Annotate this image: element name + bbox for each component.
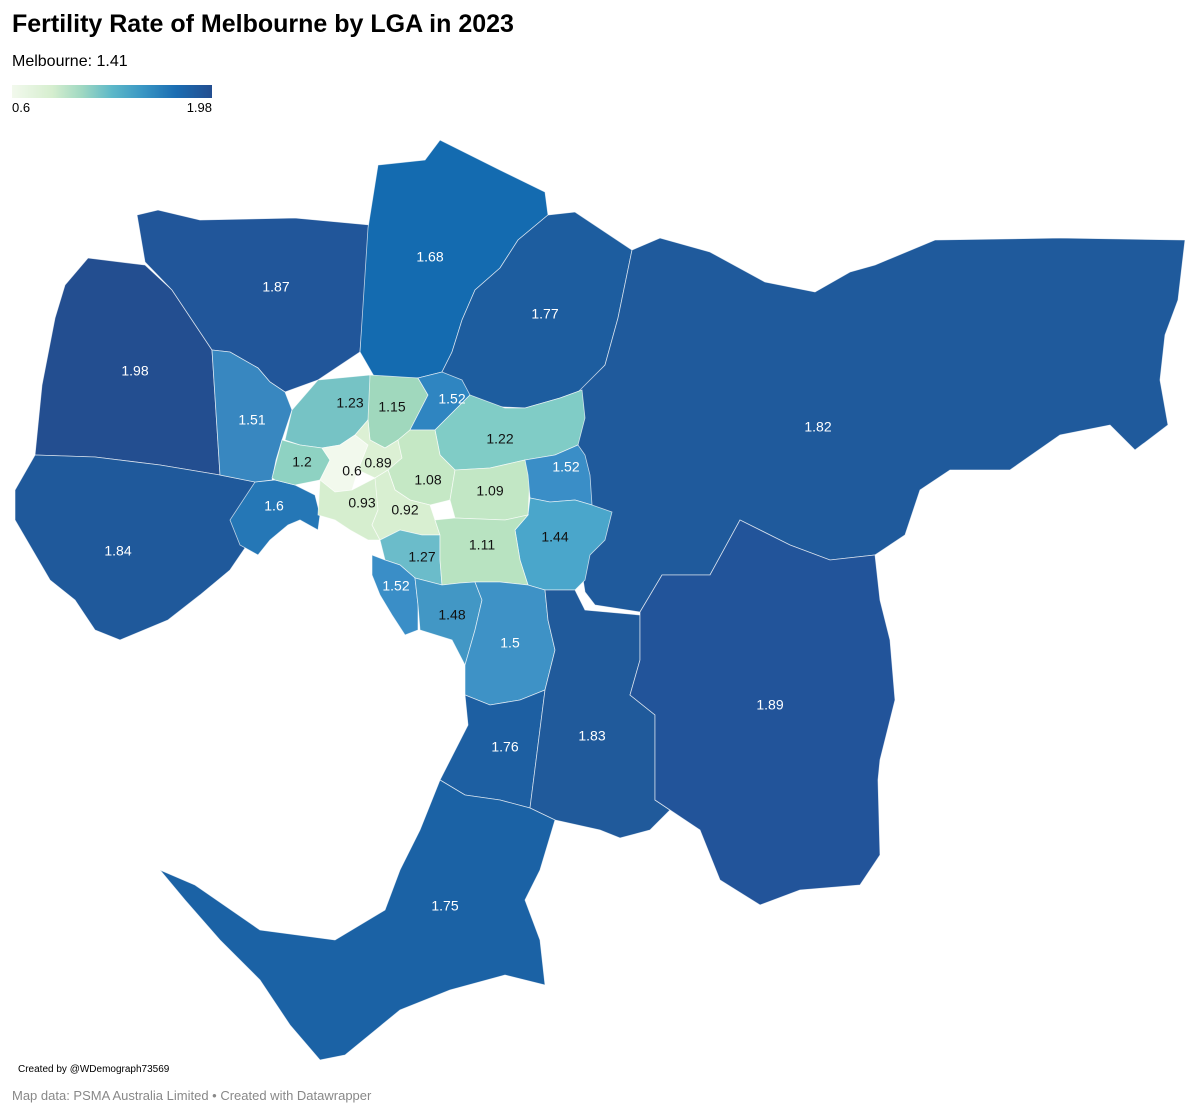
lga-value-label-10: 1.15 bbox=[378, 399, 405, 415]
lga-value-labels: 1.98 1.87 1.68 1.77 1.82 1.84 1.6 1.51 1.23 1.15 1… bbox=[104, 249, 831, 914]
lga-region-24[interactable] bbox=[371, 554, 419, 636]
lga-value-label-2: 1.87 bbox=[262, 279, 289, 295]
lga-value-label-16: 1.08 bbox=[414, 472, 441, 488]
color-legend: 0.6 1.98 bbox=[12, 85, 212, 118]
lga-value-label-26: 1.5 bbox=[500, 635, 520, 651]
lga-region-8[interactable] bbox=[211, 349, 293, 483]
lga-value-label-27: 1.76 bbox=[491, 739, 518, 755]
lga-value-label-11: 1.52 bbox=[438, 391, 465, 407]
lga-value-label-7: 1.6 bbox=[264, 498, 284, 514]
legend-gradient-bar bbox=[12, 85, 212, 98]
chart-subtitle: Melbourne: 1.41 bbox=[12, 53, 128, 70]
lga-value-label-29: 1.89 bbox=[756, 697, 783, 713]
lga-value-label-12: 1.22 bbox=[486, 431, 513, 447]
lga-value-label-3: 1.68 bbox=[416, 249, 443, 265]
lga-value-label-15: 0.89 bbox=[364, 455, 391, 471]
lga-region-6[interactable] bbox=[14, 454, 271, 641]
lga-region-30[interactable] bbox=[159, 779, 556, 1061]
lga-value-label-19: 0.92 bbox=[391, 502, 418, 518]
lga-value-label-9: 1.23 bbox=[336, 395, 363, 411]
lga-value-label-17: 1.09 bbox=[476, 483, 503, 499]
lga-value-label-18: 0.93 bbox=[348, 495, 375, 511]
lga-region-28[interactable] bbox=[529, 589, 671, 839]
chart-title: Fertility Rate of Melbourne by LGA in 20… bbox=[12, 10, 514, 38]
lga-value-label-14: 0.6 bbox=[342, 463, 362, 479]
lga-value-label-25: 1.48 bbox=[438, 607, 465, 623]
lga-value-label-23: 1.11 bbox=[469, 537, 495, 553]
legend-min-label: 0.6 bbox=[12, 100, 31, 115]
source-footer: Map data: PSMA Australia Limited • Creat… bbox=[12, 1088, 372, 1103]
lga-value-label-28: 1.83 bbox=[578, 728, 605, 744]
lga-region-29[interactable] bbox=[629, 519, 896, 906]
lga-value-label-13: 1.2 bbox=[292, 454, 312, 470]
lga-value-label-20: 1.52 bbox=[552, 459, 579, 475]
legend-max-label: 1.98 bbox=[186, 100, 212, 115]
legend-labels: 0.6 1.98 bbox=[12, 100, 212, 118]
lga-value-label-1: 1.98 bbox=[121, 363, 148, 379]
lga-value-label-22: 1.27 bbox=[408, 549, 435, 565]
lga-regions bbox=[14, 139, 1186, 1061]
lga-region-5[interactable] bbox=[569, 237, 1186, 613]
lga-value-label-30: 1.75 bbox=[431, 898, 458, 914]
lga-region-16[interactable] bbox=[387, 429, 456, 506]
lga-value-label-24: 1.52 bbox=[382, 578, 409, 594]
lga-value-label-21: 1.44 bbox=[541, 529, 568, 545]
author-credit: Created by @WDemograph73569 bbox=[18, 1064, 170, 1075]
lga-value-label-6: 1.84 bbox=[104, 543, 131, 559]
choropleth-map: 1.98 1.87 1.68 1.77 1.82 1.84 1.6 1.51 1.23 1.15 1… bbox=[14, 139, 1186, 1061]
lga-value-label-4: 1.77 bbox=[531, 306, 558, 322]
lga-region-14[interactable] bbox=[319, 434, 369, 493]
lga-value-label-8: 1.51 bbox=[238, 412, 265, 428]
lga-value-label-5: 1.82 bbox=[804, 419, 831, 435]
